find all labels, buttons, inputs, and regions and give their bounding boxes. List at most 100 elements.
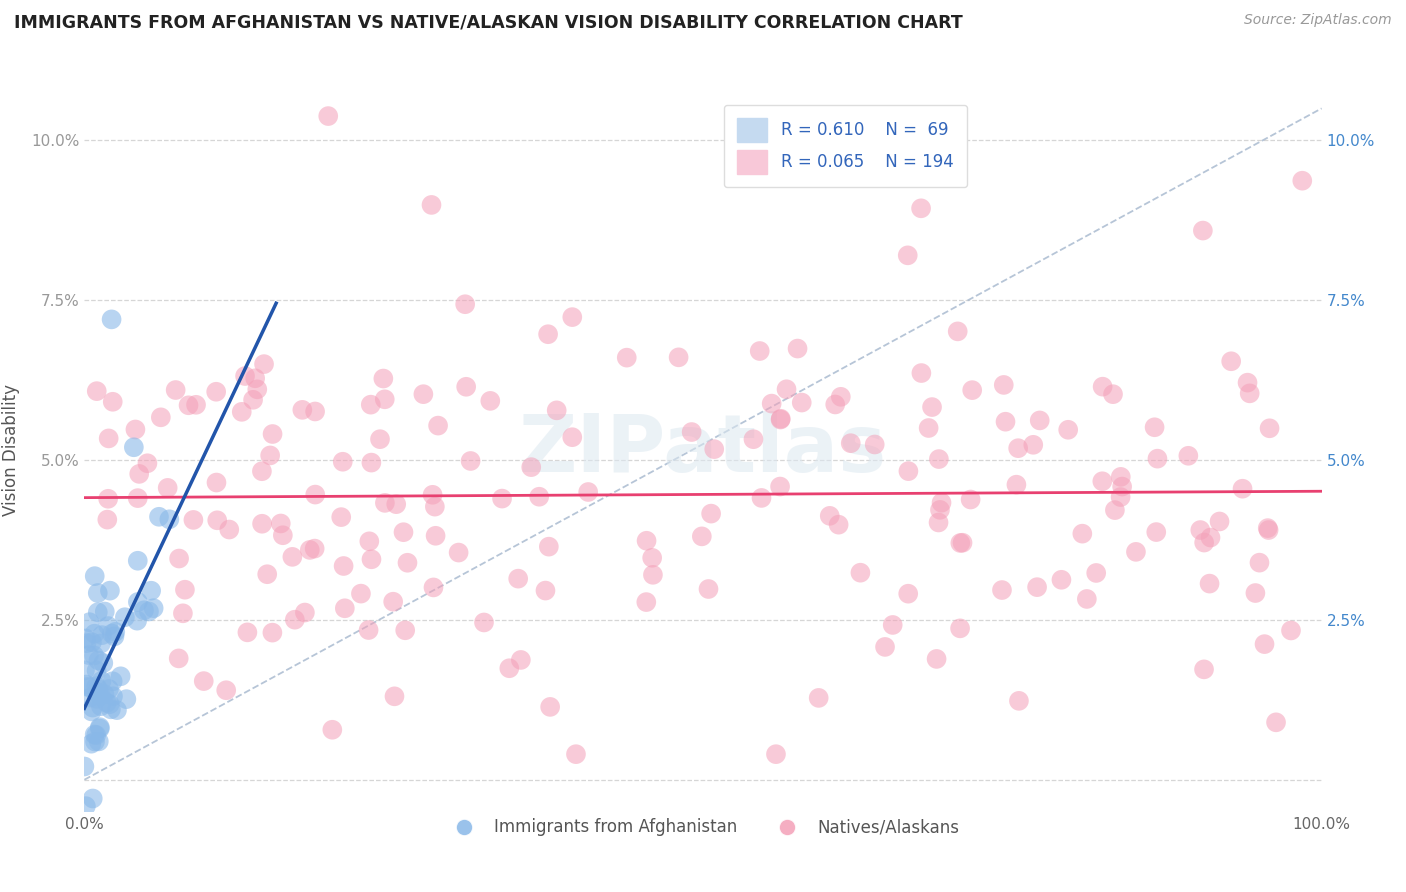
Point bbox=[75, 632, 97, 646]
Point bbox=[1253, 637, 1275, 651]
Point bbox=[316, 109, 339, 123]
Point bbox=[1198, 576, 1220, 591]
Point bbox=[952, 535, 974, 549]
Point bbox=[537, 327, 560, 342]
Point bbox=[157, 512, 180, 526]
Point bbox=[1291, 174, 1313, 188]
Point bbox=[321, 723, 343, 737]
Point bbox=[636, 533, 658, 548]
Point bbox=[127, 614, 149, 628]
Point bbox=[1104, 503, 1126, 517]
Point bbox=[616, 351, 638, 365]
Y-axis label: Vision Disability: Vision Disability bbox=[1, 384, 20, 516]
Point bbox=[357, 623, 380, 637]
Text: IMMIGRANTS FROM AFGHANISTAN VS NATIVE/ALASKAN VISION DISABILITY CORRELATION CHAR: IMMIGRANTS FROM AFGHANISTAN VS NATIVE/AL… bbox=[14, 13, 963, 31]
Point bbox=[775, 382, 797, 396]
Point bbox=[1091, 379, 1114, 393]
Point bbox=[231, 405, 253, 419]
Point bbox=[205, 513, 228, 527]
Point bbox=[100, 312, 122, 326]
Point bbox=[1192, 223, 1215, 237]
Point bbox=[103, 629, 125, 643]
Point bbox=[114, 610, 136, 624]
Point bbox=[304, 404, 326, 418]
Point bbox=[128, 467, 150, 481]
Point bbox=[242, 392, 264, 407]
Point bbox=[250, 516, 273, 531]
Point bbox=[561, 430, 583, 444]
Point bbox=[546, 403, 568, 417]
Point bbox=[1028, 413, 1050, 427]
Point bbox=[928, 516, 950, 530]
Point bbox=[537, 540, 560, 554]
Point bbox=[271, 528, 294, 542]
Point bbox=[576, 485, 599, 500]
Point bbox=[124, 422, 146, 436]
Point bbox=[110, 669, 132, 683]
Point bbox=[90, 673, 112, 688]
Point bbox=[291, 402, 314, 417]
Point bbox=[460, 454, 482, 468]
Point bbox=[565, 747, 588, 761]
Point bbox=[79, 690, 101, 705]
Point bbox=[1220, 354, 1243, 368]
Point bbox=[423, 500, 446, 514]
Point bbox=[127, 554, 149, 568]
Point bbox=[304, 487, 326, 501]
Point bbox=[761, 396, 783, 410]
Point bbox=[360, 456, 382, 470]
Point bbox=[830, 390, 852, 404]
Point bbox=[100, 702, 122, 716]
Point bbox=[86, 384, 108, 399]
Point bbox=[96, 513, 118, 527]
Point bbox=[86, 664, 108, 678]
Point bbox=[447, 545, 470, 559]
Point bbox=[1244, 586, 1267, 600]
Point bbox=[105, 703, 128, 717]
Point bbox=[98, 681, 121, 696]
Point bbox=[360, 398, 382, 412]
Point bbox=[90, 636, 112, 650]
Point bbox=[690, 529, 713, 543]
Point bbox=[873, 640, 896, 654]
Point bbox=[172, 607, 194, 621]
Point bbox=[284, 613, 307, 627]
Point bbox=[561, 310, 583, 325]
Point bbox=[520, 460, 543, 475]
Point bbox=[636, 595, 658, 609]
Point bbox=[98, 697, 121, 711]
Point bbox=[253, 357, 276, 371]
Point bbox=[246, 382, 269, 396]
Point bbox=[359, 534, 381, 549]
Point bbox=[205, 384, 228, 399]
Point bbox=[946, 324, 969, 338]
Point bbox=[807, 690, 830, 705]
Point bbox=[993, 378, 1015, 392]
Point bbox=[236, 625, 259, 640]
Point bbox=[86, 685, 108, 699]
Point bbox=[148, 509, 170, 524]
Point bbox=[368, 432, 391, 446]
Point bbox=[910, 202, 932, 216]
Point bbox=[703, 442, 725, 457]
Point bbox=[769, 412, 792, 426]
Point bbox=[641, 567, 664, 582]
Point bbox=[101, 674, 124, 689]
Point bbox=[82, 700, 104, 714]
Point bbox=[142, 601, 165, 615]
Point bbox=[538, 699, 561, 714]
Point bbox=[422, 581, 444, 595]
Point bbox=[84, 679, 107, 693]
Point bbox=[373, 371, 395, 385]
Point bbox=[765, 747, 787, 761]
Point bbox=[80, 635, 103, 649]
Point bbox=[479, 393, 502, 408]
Point bbox=[839, 436, 862, 450]
Point bbox=[921, 400, 943, 414]
Point bbox=[96, 696, 118, 710]
Point bbox=[1249, 556, 1271, 570]
Point bbox=[1146, 451, 1168, 466]
Point bbox=[1005, 477, 1028, 491]
Point bbox=[262, 427, 284, 442]
Text: Source: ZipAtlas.com: Source: ZipAtlas.com bbox=[1244, 13, 1392, 28]
